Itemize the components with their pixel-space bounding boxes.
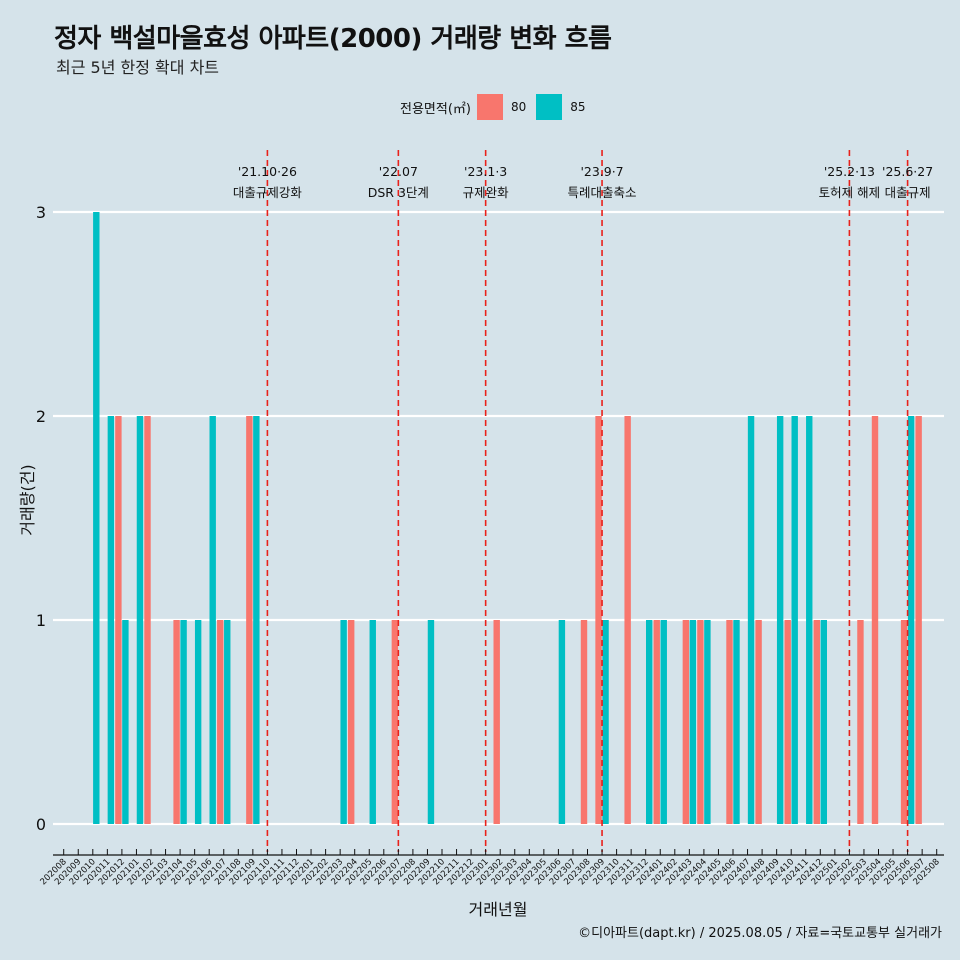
bar-85 [369,620,376,824]
bar-85 [747,416,755,824]
event-name-label: 대출규제강화 [233,185,303,200]
bar-80 [915,416,922,824]
bar-85 [733,620,740,824]
legend-title: 전용면적(㎡) [400,101,471,117]
bar-85 [660,620,667,824]
y-tick-label: 3 [36,203,46,222]
bar-80 [115,416,122,824]
legend-label-85: 85 [570,100,586,114]
bar-80 [624,416,631,824]
bar-85 [194,620,202,824]
y-tick-label: 2 [36,407,46,426]
y-tick-label: 1 [36,611,46,630]
source-caption: ©디아파트(dapt.kr) / 2025.08.05 / 자료=국토교통부 실… [578,926,942,941]
bar-80 [391,620,399,824]
event-date-label: '25.6·27 [882,164,933,179]
bar-85 [122,620,129,824]
event-name-label: 대출규제 [885,185,931,200]
bar-85 [806,416,813,824]
bar-85 [209,416,216,824]
bar-80 [653,620,660,824]
bar-80 [217,620,224,824]
bar-80 [784,620,791,824]
x-axis-title: 거래년월 [469,900,528,919]
bar-85 [704,620,711,824]
bar-85 [180,620,187,824]
bar-80 [493,620,500,824]
bar-85 [820,620,827,824]
legend-key-85 [536,94,563,120]
bar-80 [726,620,733,824]
bar-80 [900,620,908,824]
bar-85 [427,620,435,824]
event-name-label: 특례대출축소 [568,185,637,200]
chart-subtitle: 최근 5년 한정 확대 차트 [56,58,220,77]
event-date-label: '22.07 [379,164,418,179]
y-axis-title: 거래량(건) [18,464,37,535]
bar-80 [857,620,864,824]
bar-80 [595,416,602,824]
bar-85 [791,416,798,824]
bar-85 [340,620,347,824]
bar-85 [689,620,697,824]
bar-85 [93,212,100,824]
bar-85 [107,416,115,824]
bar-80 [348,620,355,824]
legend: 전용면적(㎡) 80 85 [400,93,596,121]
event-date-label: '23.1·3 [464,164,507,179]
event-name-label: 토허제 해제 [819,185,880,200]
bar-85 [224,620,231,824]
bar-85 [602,620,609,824]
bar-85 [136,416,144,824]
bar-85 [253,416,260,824]
chart-title: 정자 백설마을효성 아파트(2000) 거래량 변화 흐름 [54,24,612,54]
bar-85 [558,620,566,824]
y-tick-label: 0 [36,815,46,834]
event-name-label: DSR 3단계 [368,185,429,200]
bar-85 [776,416,784,824]
bar-80 [682,620,690,824]
legend-label-80: 80 [510,100,527,114]
bar-80 [871,416,879,824]
bar-80 [144,416,151,824]
bar-80 [580,620,588,824]
event-name-label: 규제완화 [463,185,510,200]
event-date-label: '21.10·26 [238,164,297,179]
event-date-label: '23.9·7 [580,164,623,179]
bar-85 [646,620,653,824]
event-date-label: '25.2·13 [824,164,875,179]
bar-85 [907,416,915,824]
bar-80 [813,620,820,824]
bar-80 [246,416,253,824]
bar-80 [173,620,180,824]
legend-key-80 [476,94,503,120]
bar-80 [697,620,704,824]
bar-80 [755,620,762,824]
